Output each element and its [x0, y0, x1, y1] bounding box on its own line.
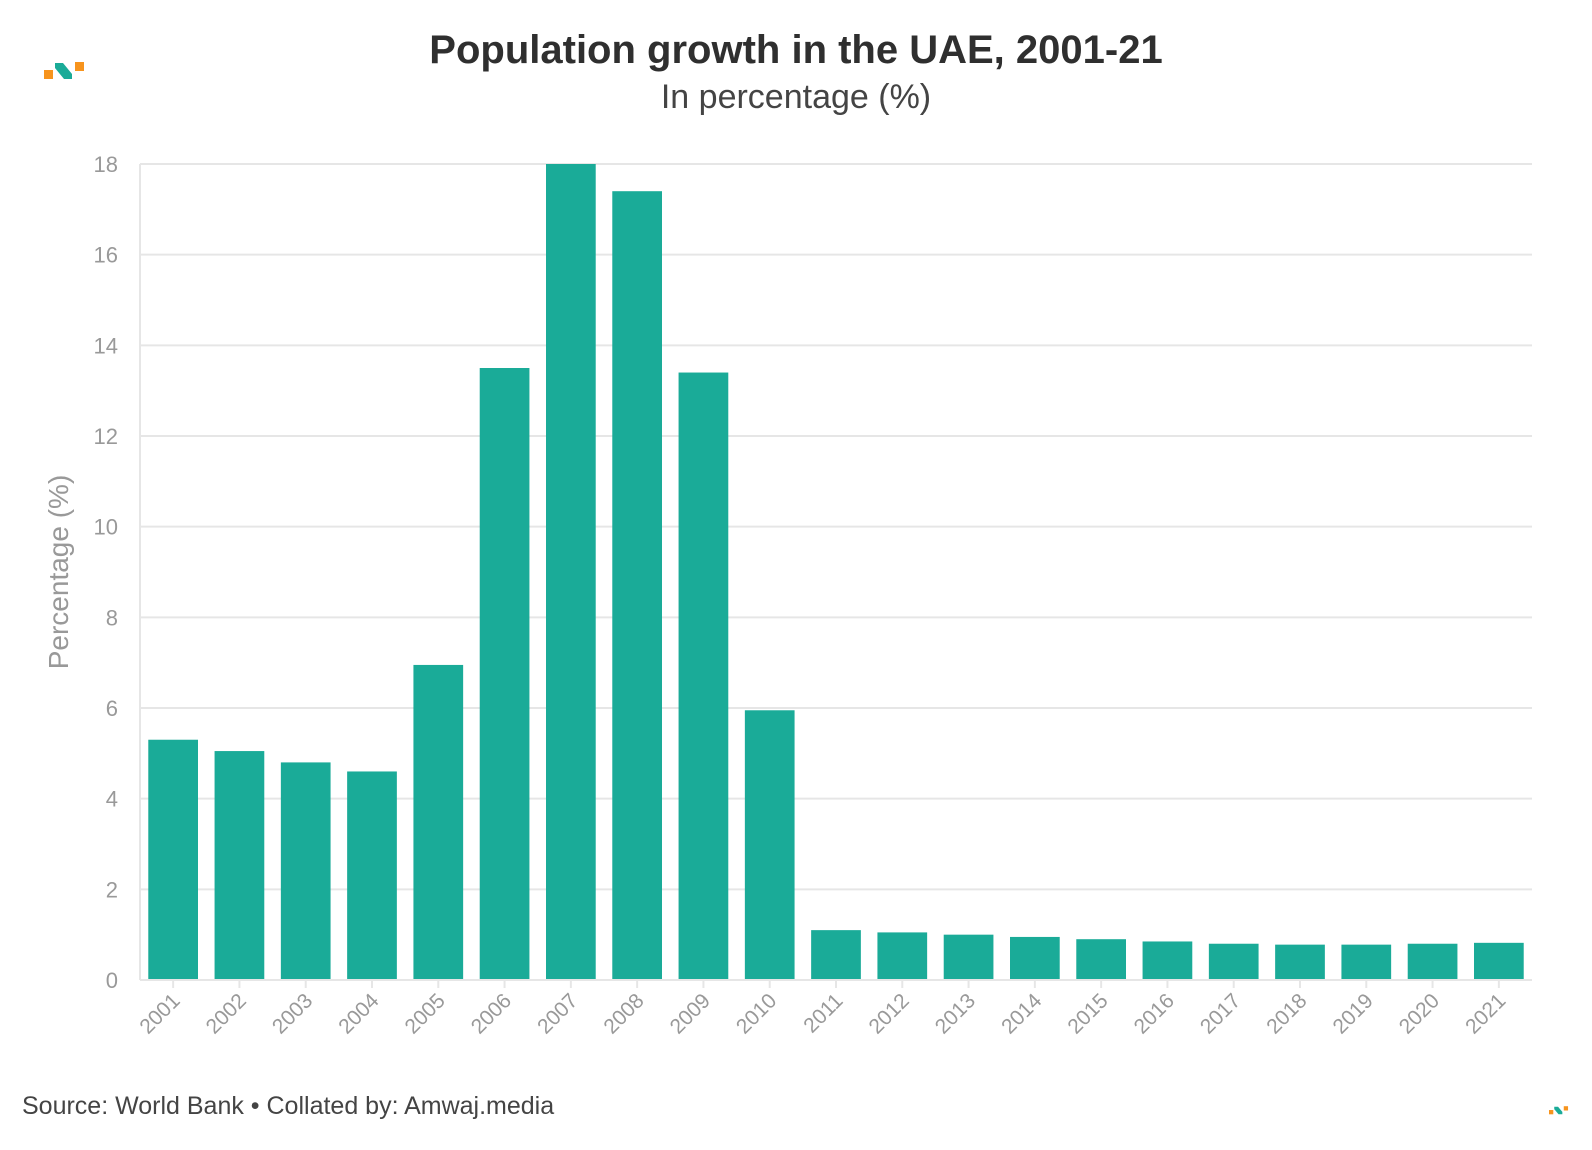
x-tick-label: 2003	[268, 989, 317, 1038]
y-tick-label: 2	[106, 877, 118, 902]
y-tick-label: 18	[94, 152, 118, 177]
x-tick-label: 2017	[1196, 989, 1245, 1038]
x-tick-label: 2006	[467, 989, 516, 1038]
amwaj-logo-icon	[44, 62, 84, 79]
bar	[744, 710, 795, 980]
y-tick-label: 14	[94, 333, 118, 358]
bar	[811, 930, 861, 980]
bar	[280, 762, 331, 980]
x-tick-label: 2005	[401, 989, 450, 1038]
x-tick-label: 2007	[533, 989, 582, 1038]
source-note: Source: World Bank • Collated by: Amwaj.…	[22, 1092, 555, 1120]
bar	[1275, 944, 1325, 980]
x-tick-label: 2020	[1395, 989, 1444, 1038]
y-tick-label: 8	[106, 605, 118, 630]
amwaj-logo-icon	[1549, 1106, 1569, 1115]
y-tick-label: 0	[106, 968, 118, 993]
bar	[1407, 943, 1458, 980]
bar	[148, 739, 198, 980]
bar	[1208, 943, 1259, 980]
bar	[1010, 936, 1060, 980]
x-tick-label: 2012	[865, 989, 914, 1038]
x-tick-label: 2011	[799, 989, 847, 1037]
bar	[347, 771, 397, 980]
x-tick-label: 2009	[666, 989, 715, 1038]
y-tick-label: 16	[94, 243, 118, 268]
y-tick-label: 4	[106, 787, 118, 812]
x-tick-label: 2010	[732, 989, 781, 1038]
bar	[214, 751, 265, 980]
bar	[612, 191, 662, 980]
chart-subtitle: In percentage (%)	[660, 78, 932, 116]
bar	[546, 164, 596, 980]
y-axis-title: Percentage (%)	[43, 475, 74, 670]
bar	[1142, 941, 1193, 980]
x-tick-label: 2004	[334, 989, 384, 1039]
x-tick-label: 2021	[1461, 989, 1510, 1038]
chart-title: Population growth in the UAE, 2001-21	[429, 28, 1163, 72]
bar	[1474, 942, 1524, 980]
bar	[413, 664, 464, 980]
bar	[1076, 939, 1126, 980]
y-tick-label: 6	[106, 696, 118, 721]
bar	[943, 934, 994, 980]
x-tick-label: 2015	[1063, 989, 1112, 1038]
bar	[479, 368, 530, 980]
y-tick-label: 12	[94, 424, 118, 449]
x-tick-label: 2001	[135, 989, 184, 1038]
x-tick-label: 2019	[1329, 989, 1378, 1038]
bar	[1341, 944, 1392, 980]
bar-chart: 0 2 4 6 8 10 12 14 16 18 Percentage (%) 2001 2002 200…	[43, 152, 1532, 1039]
x-tick-label: 2016	[1130, 989, 1179, 1038]
x-tick-label: 2002	[202, 989, 251, 1038]
y-tick-label: 10	[94, 515, 118, 540]
x-tick-label: 2014	[997, 989, 1047, 1039]
bar	[877, 932, 928, 980]
x-tick-label: 2008	[599, 989, 648, 1038]
bar	[678, 372, 729, 980]
x-tick-label: 2018	[1262, 989, 1311, 1038]
x-tick-label: 2013	[931, 989, 980, 1038]
